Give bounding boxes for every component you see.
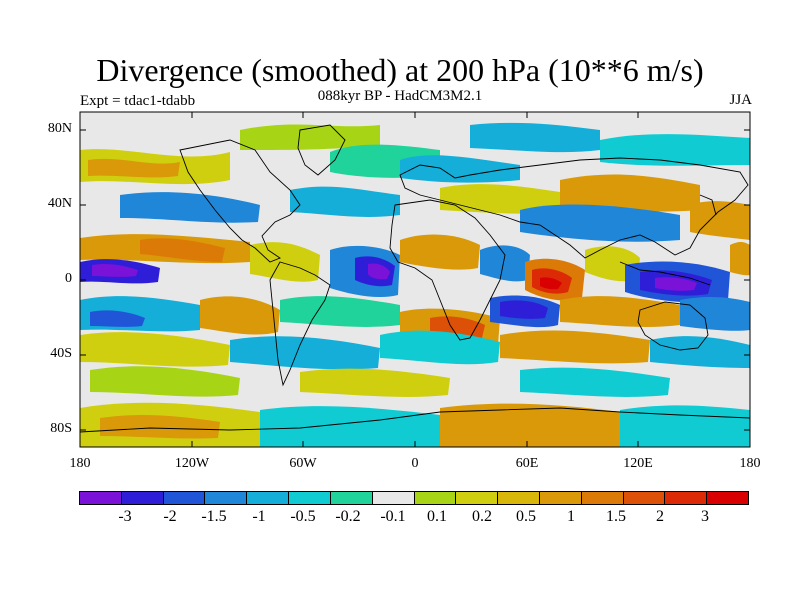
map-title: Divergence (smoothed) at 200 hPa (10**6 … [96,52,704,88]
colorbar-swatch [330,492,373,504]
colorbar-swatch [80,492,122,504]
colorbar-swatch [665,492,708,504]
colorbar-swatch [163,492,206,504]
colorbar-swatch [414,492,457,504]
colorbar-label: 1.5 [606,508,626,525]
colorbar-swatch [498,492,540,504]
colorbar-label: -0.1 [380,508,406,525]
colorbar-label: -0.2 [335,508,361,525]
lat-label-40n: 40N [47,196,72,211]
colorbar-label: 3 [701,508,709,525]
divergence-field [80,122,750,447]
colorbar [79,491,749,505]
lon-label-60e: 60E [515,456,539,471]
lon-label-60w: 60W [289,456,317,471]
colorbar-label: 0.2 [472,508,492,525]
colorbar-swatch [205,492,248,504]
colorbar-label: 0.5 [516,508,536,525]
map-subtitle: 088kyr BP - HadCM3M2.1 [317,88,483,104]
colorbar-label: -3 [118,508,132,525]
colorbar-label: -0.5 [290,508,316,525]
colorbar-swatch [456,492,499,504]
lat-label-80n: 80N [47,121,72,136]
colorbar-swatch [289,492,331,504]
lon-label-180e: 180 [739,456,761,471]
colorbar-swatch [707,492,748,504]
colorbar-swatch [372,492,415,504]
lat-label-80s: 80S [50,421,72,436]
lon-label-180w: 180 [69,456,91,471]
axis-ticks [80,112,750,447]
colorbar-label: 2 [656,508,664,525]
colorbar-swatch [539,492,582,504]
colorbar-label: -1 [252,508,266,525]
colorbar-label: -2 [163,508,177,525]
lon-label-120w: 120W [174,456,210,471]
colorbar-swatch [247,492,290,504]
colorbar-label: 1 [567,508,575,525]
lat-label-40s: 40S [50,346,72,361]
coastlines [80,124,750,433]
colorbar-swatch [623,492,666,504]
lon-label-120e: 120E [623,456,653,471]
lon-label-0: 0 [411,456,419,471]
season-label: JJA [729,92,752,108]
lat-label-equator: 0 [65,271,72,286]
experiment-label: Expt = tdac1-tdabb [80,93,196,109]
colorbar-swatch [581,492,624,504]
colorbar-label: -1.5 [201,508,227,525]
colorbar-label: 0.1 [427,508,447,525]
colorbar-swatch [121,492,164,504]
